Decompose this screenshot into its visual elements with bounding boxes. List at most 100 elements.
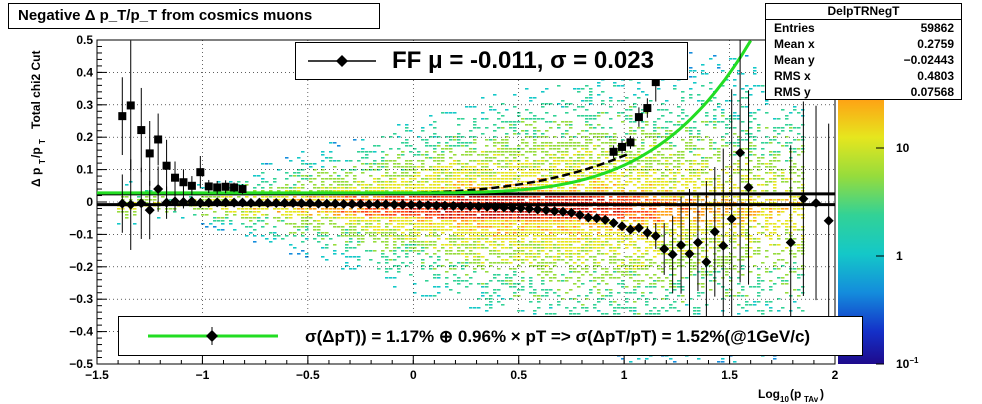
heatmap-cell [653, 283, 657, 285]
heatmap-cell [609, 238, 613, 240]
heatmap-cell [229, 196, 233, 198]
heatmap-cell [549, 244, 553, 246]
heatmap-cell [577, 154, 581, 156]
heatmap-cell [429, 178, 433, 180]
heatmap-cell [305, 196, 309, 198]
heatmap-cell [541, 262, 545, 264]
heatmap-cell [541, 226, 545, 228]
heatmap-cell [265, 181, 269, 183]
heatmap-cell [541, 220, 545, 222]
heatmap-cell [705, 136, 709, 138]
heatmap-cell [701, 211, 705, 213]
heatmap-cell [669, 196, 673, 198]
heatmap-cell [485, 238, 489, 240]
heatmap-cell [325, 214, 329, 216]
heatmap-cell [505, 139, 509, 141]
heatmap-cell [549, 223, 553, 225]
heatmap-cell [785, 232, 789, 234]
heatmap-cell [657, 280, 661, 282]
heatmap-cell [533, 247, 537, 249]
heatmap-cell [353, 256, 357, 258]
heatmap-cell [757, 232, 761, 234]
heatmap-cell [433, 253, 437, 255]
heatmap-cell [421, 226, 425, 228]
heatmap-cell [245, 184, 249, 186]
heatmap-cell [569, 241, 573, 243]
heatmap-cell [701, 247, 705, 249]
heatmap-cell [581, 217, 585, 219]
heatmap-cell [389, 232, 393, 234]
heatmap-cell [581, 163, 585, 165]
heatmap-cell [445, 271, 449, 273]
heatmap-cell [373, 220, 377, 222]
heatmap-cell [569, 187, 573, 189]
heatmap-cell [665, 214, 669, 216]
heatmap-cell [453, 184, 457, 186]
heatmap-cell [617, 175, 621, 177]
heatmap-cell [729, 259, 733, 261]
heatmap-cell [701, 73, 705, 75]
heatmap-cell [377, 262, 381, 264]
heatmap-cell [653, 226, 657, 228]
heatmap-cell [665, 295, 669, 297]
heatmap-cell [793, 151, 797, 153]
heatmap-cell [717, 238, 721, 240]
heatmap-cell [505, 211, 509, 213]
heatmap-cell [709, 229, 713, 231]
heatmap-cell [657, 220, 661, 222]
heatmap-cell [701, 70, 705, 72]
heatmap-cell [737, 304, 741, 306]
heatmap-cell [545, 196, 549, 198]
heatmap-cell [601, 184, 605, 186]
heatmap-cell [797, 277, 801, 279]
heatmap-cell [445, 145, 449, 147]
heatmap-cell [689, 220, 693, 222]
heatmap-cell [353, 175, 357, 177]
heatmap-cell [245, 217, 249, 219]
heatmap-cell [437, 196, 441, 198]
heatmap-cell [593, 307, 597, 309]
heatmap-cell [573, 196, 577, 198]
heatmap-cell [705, 163, 709, 165]
heatmap-cell [405, 253, 409, 255]
heatmap-cell [541, 106, 545, 108]
heatmap-cell [693, 208, 697, 210]
heatmap-cell [589, 241, 593, 243]
heatmap-cell [641, 280, 645, 282]
heatmap-cell [501, 304, 505, 306]
heatmap-cell [745, 157, 749, 159]
heatmap-cell [337, 199, 341, 201]
heatmap-cell [685, 262, 689, 264]
heatmap-cell [537, 298, 541, 300]
heatmap-cell [297, 187, 301, 189]
heatmap-cell [385, 238, 389, 240]
heatmap-cell [553, 157, 557, 159]
heatmap-cell [561, 244, 565, 246]
heatmap-cell [641, 133, 645, 135]
heatmap-cell [557, 124, 561, 126]
heatmap-cell [697, 307, 701, 309]
heatmap-cell [285, 217, 289, 219]
heatmap-cell [225, 211, 229, 213]
heatmap-cell [469, 217, 473, 219]
heatmap-cell [585, 136, 589, 138]
heatmap-cell [401, 214, 405, 216]
heatmap-cell [453, 238, 457, 240]
heatmap-cell [745, 97, 749, 99]
heatmap-cell [709, 100, 713, 102]
heatmap-cell [501, 214, 505, 216]
heatmap-cell [793, 268, 797, 270]
heatmap-cell [485, 139, 489, 141]
heatmap-cell [613, 301, 617, 303]
heatmap-cell [753, 241, 757, 243]
heatmap-cell [433, 274, 437, 276]
heatmap-cell [297, 172, 301, 174]
heatmap-cell [425, 220, 429, 222]
heatmap-cell [717, 103, 721, 105]
heatmap-cell [365, 250, 369, 252]
heatmap-cell [641, 172, 645, 174]
heatmap-cell [477, 160, 481, 162]
heatmap-cell [617, 196, 621, 198]
heatmap-cell [249, 226, 253, 228]
heatmap-cell [361, 226, 365, 228]
